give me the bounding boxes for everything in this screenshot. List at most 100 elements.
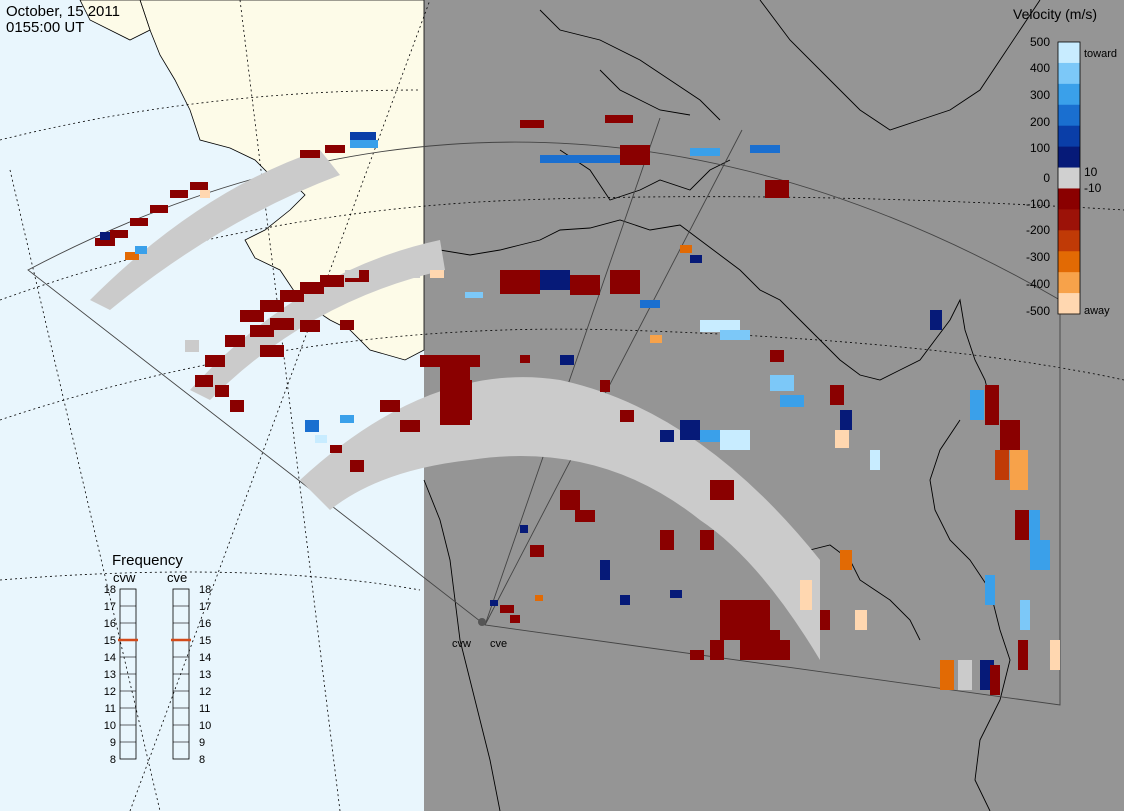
scatter-cell	[300, 320, 320, 332]
scatter-cell	[320, 275, 344, 287]
scatter-cell	[100, 232, 110, 240]
colorbar-title: Velocity (m/s)	[1013, 6, 1097, 22]
colorbar-swatch	[1058, 146, 1080, 169]
frequency-tick-label: 14	[104, 652, 116, 664]
colorbar-tick-label: -10	[1084, 181, 1102, 195]
scatter-cell	[170, 190, 188, 198]
scatter-cell	[380, 400, 400, 412]
scatter-cell	[770, 640, 790, 660]
colorbar-swatch	[1058, 104, 1080, 127]
scatter-cell	[510, 615, 520, 623]
radar-label-cvw: cvw	[452, 638, 471, 650]
scatter-cell	[500, 605, 514, 613]
frequency-tick-label: 16	[104, 618, 116, 630]
scatter-cell	[1050, 640, 1060, 670]
scatter-cell	[1010, 450, 1028, 490]
scatter-cell	[260, 300, 284, 312]
frequency-title: Frequency	[112, 552, 183, 569]
scatter-cell	[835, 430, 849, 448]
frequency-tick-label: 13	[104, 669, 116, 681]
frequency-tick-label: 12	[104, 686, 116, 698]
scatter-cell	[205, 355, 225, 367]
colorbar-tick-label: 500	[1030, 35, 1050, 49]
frequency-tick-label: 11	[105, 703, 116, 715]
scatter-cell	[410, 270, 420, 278]
frequency-panel: Frequency cvw cve 1817161514131211109818…	[104, 552, 212, 766]
radar-site-marker	[478, 618, 486, 626]
scatter-cell	[660, 530, 674, 550]
colorbar-away-label: away	[1084, 305, 1110, 317]
colorbar-tick-label: 100	[1030, 141, 1050, 155]
scatter-cell	[1000, 420, 1020, 450]
scatter-cell	[500, 270, 540, 294]
frequency-radar-name-cvw: cvw	[113, 570, 136, 585]
scatter-cell	[940, 660, 954, 690]
scatter-cell	[195, 375, 213, 387]
scatter-cell	[520, 525, 528, 533]
colorbar-tick-label: 300	[1030, 88, 1050, 102]
scatter-cell	[995, 450, 1009, 480]
frequency-tick-label: 17	[199, 601, 211, 613]
scatter-cell	[970, 390, 984, 420]
colorbar-swatch	[1058, 230, 1080, 252]
scatter-cell	[620, 145, 650, 165]
scatter-cell	[225, 335, 245, 347]
colorbar-swatch	[1058, 83, 1080, 106]
scatter-cell	[800, 580, 812, 610]
scatter-cell	[710, 480, 734, 500]
scatter-cell	[240, 310, 264, 322]
colorbar-tick-label: -400	[1026, 277, 1050, 291]
frequency-tick-label: 15	[199, 635, 211, 647]
scatter-cell	[985, 385, 999, 425]
velocity-colorbar: Velocity (m/s) 500400300200100100-10-100…	[1013, 6, 1117, 318]
scatter-cell	[530, 545, 544, 557]
colorbar-tick-label: -100	[1026, 197, 1050, 211]
colorbar-swatch	[1058, 125, 1080, 148]
time-label: 0155:00 UT	[6, 19, 84, 36]
scatter-cell	[430, 270, 444, 278]
frequency-tick-label: 12	[199, 686, 211, 698]
scatter-cell	[270, 318, 294, 330]
scatter-cell	[130, 218, 148, 226]
scatter-cell	[1030, 540, 1050, 570]
radar-sites: cvw cve	[452, 618, 507, 650]
scatter-cell	[830, 385, 844, 405]
scatter-cell	[300, 150, 320, 158]
frequency-tick-label: 18	[104, 584, 116, 596]
scatter-cell	[125, 252, 139, 260]
frequency-tick-label: 9	[199, 737, 205, 749]
colorbar-ticks: 500400300200100100-10-100-200-300-400-50…	[1026, 35, 1102, 318]
scatter-cell	[690, 148, 720, 156]
scatter-cell	[720, 430, 750, 450]
frequency-tick-label: 10	[104, 720, 116, 732]
frequency-tick-label: 13	[199, 669, 211, 681]
scatter-cell	[110, 230, 128, 238]
scatter-cell	[350, 140, 378, 148]
scatter-cell	[690, 650, 704, 660]
colorbar-tick-label: -200	[1026, 223, 1050, 237]
land-alaska-peninsula	[79, 0, 151, 41]
scatter-cell	[575, 510, 595, 522]
scatter-cell	[605, 115, 633, 123]
scatter-cell	[1020, 600, 1030, 630]
scatter-cell	[570, 275, 600, 295]
colorbar-frame	[1057, 41, 1081, 315]
scatter-cell	[840, 410, 852, 430]
scatter-cell	[700, 430, 720, 442]
frequency-scales: 18 17 16 15 14 13 12 11 10 9 8 18 17 16 15 14 13 12 11 10 9 8	[104, 584, 212, 766]
scatter-cell	[520, 355, 530, 363]
date-label: October, 15 2011	[6, 3, 120, 20]
colorbar-swatch	[1058, 42, 1080, 64]
scatter-cell	[325, 145, 345, 153]
scatter-cell	[540, 155, 620, 163]
colorbar-tick-label: 200	[1030, 115, 1050, 129]
scatter-cell	[700, 530, 714, 550]
scatter-cell	[650, 335, 662, 343]
scatter-cell	[520, 120, 544, 128]
scatter-cell	[680, 245, 692, 253]
scatter-cell	[465, 292, 483, 298]
frequency-tick-label: 16	[199, 618, 211, 630]
scatter-cell	[660, 430, 674, 442]
colorbar-swatch	[1058, 272, 1080, 294]
